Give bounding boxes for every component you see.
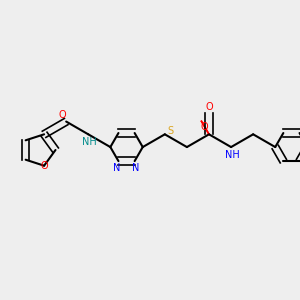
Text: O: O bbox=[40, 161, 48, 171]
Text: N: N bbox=[113, 163, 121, 173]
Text: NH: NH bbox=[225, 151, 240, 160]
Text: S: S bbox=[167, 126, 173, 136]
Text: NH: NH bbox=[82, 137, 97, 147]
Text: O: O bbox=[201, 122, 208, 132]
Text: O: O bbox=[205, 102, 213, 112]
Text: N: N bbox=[133, 163, 140, 173]
Text: O: O bbox=[58, 110, 66, 120]
